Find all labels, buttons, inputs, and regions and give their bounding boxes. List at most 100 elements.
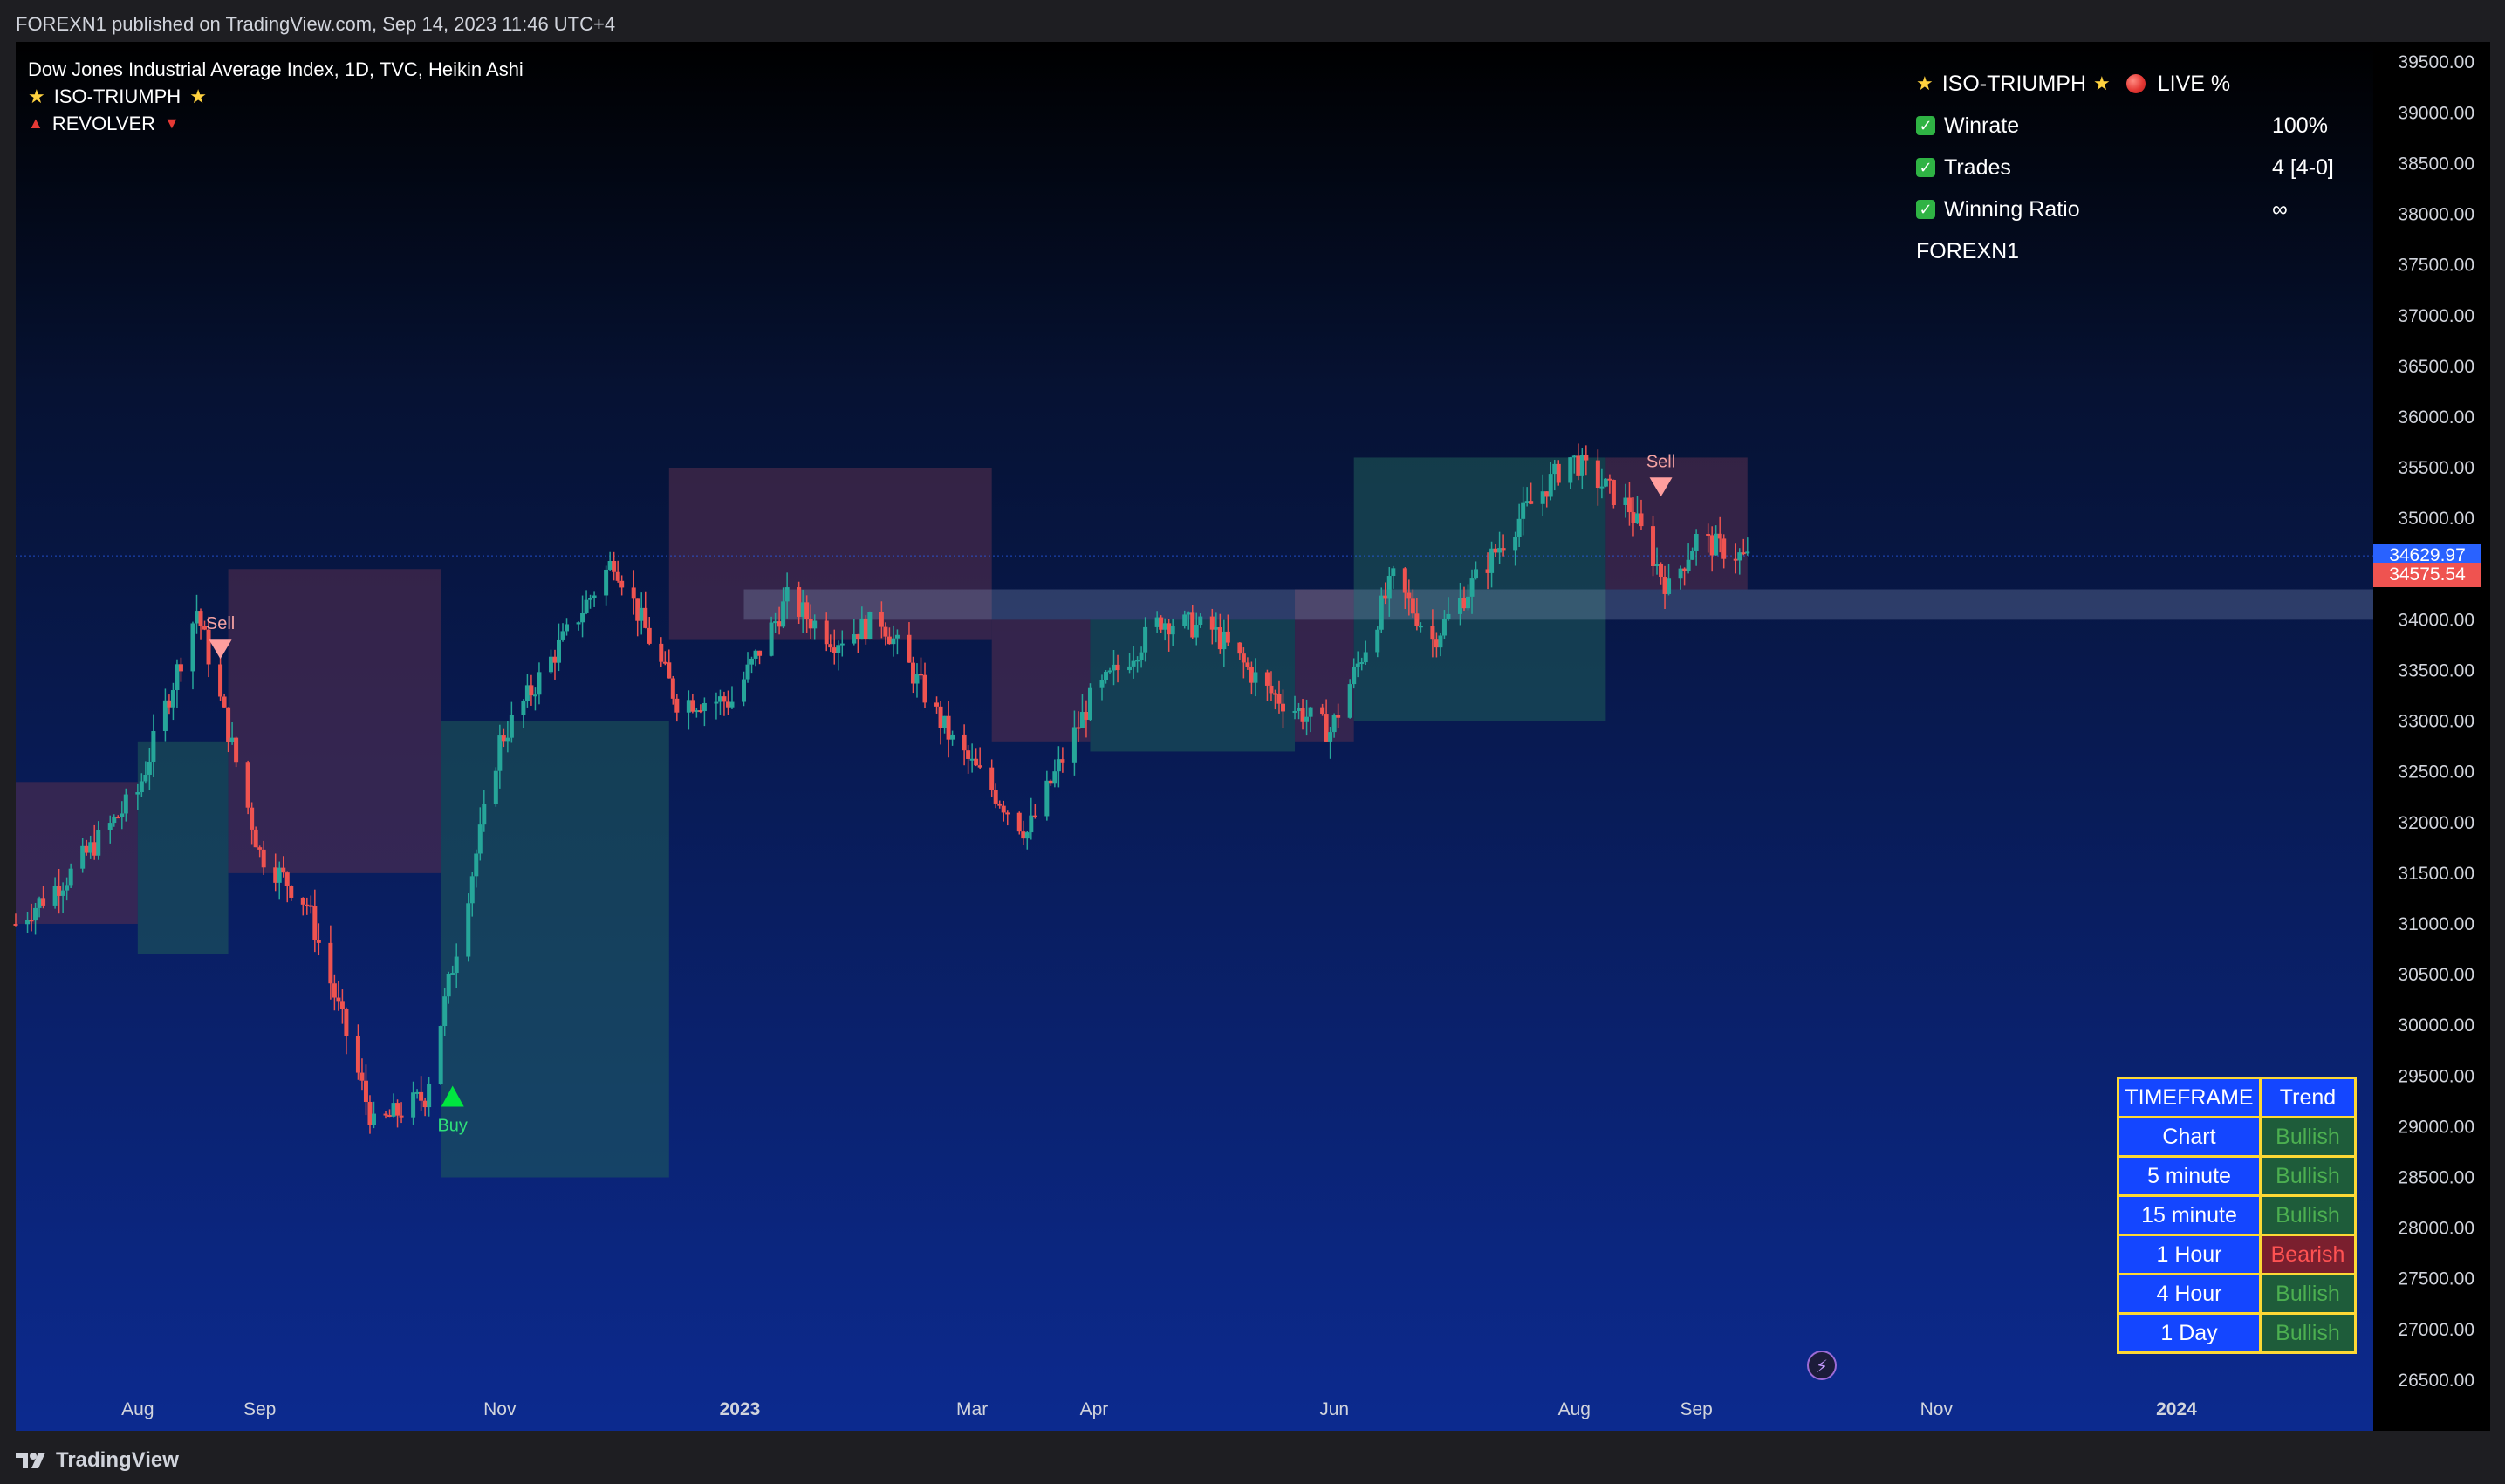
price-axis-background (2373, 42, 2490, 1431)
candle-body (1048, 780, 1053, 784)
sell-label: Sell (206, 614, 235, 633)
y-tick-label: 31500.00 (2398, 864, 2474, 884)
candle-body (1336, 715, 1341, 718)
candle-body (25, 920, 31, 925)
y-tick-label: 38500.00 (2398, 154, 2474, 174)
candle-body (339, 1001, 345, 1009)
candle-body (977, 765, 982, 768)
candle-body (612, 560, 617, 572)
candle-body (1461, 598, 1467, 609)
candle-body (1540, 491, 1545, 504)
candle-body (667, 662, 672, 679)
candle-body (643, 607, 648, 628)
candle-body (993, 790, 998, 804)
timeframe-cell: 15 minute (2117, 1194, 2262, 1236)
star-icon: ★ (1916, 72, 1934, 94)
candle-body (1466, 596, 1471, 609)
candle-body (1682, 568, 1687, 571)
indicator-label: ISO-TRIUMPH (53, 85, 181, 107)
candle-body (1391, 568, 1396, 577)
candle-body (355, 1036, 360, 1073)
candle-body (261, 849, 266, 868)
candle-body (1225, 631, 1230, 643)
candle-body (969, 758, 975, 761)
candle-body (1071, 727, 1077, 763)
candle-body (147, 762, 152, 775)
cloud-band (16, 782, 138, 924)
x-tick-label: Nov (483, 1399, 517, 1419)
cloud-layer (16, 457, 1748, 1178)
candle-layer (13, 443, 1750, 1134)
live-dot-icon (2125, 74, 2146, 93)
candle-body (804, 602, 810, 619)
candle-body (1438, 635, 1443, 648)
candle-body (1595, 460, 1600, 489)
y-tick-label: 35000.00 (2398, 509, 2474, 529)
indicator-revolver[interactable]: ▲ REVOLVER ▼ (28, 110, 524, 137)
candle-body (832, 647, 837, 653)
stats-row-trades: ✓ Trades 4 [4-0] (1916, 147, 2370, 188)
candle-body (222, 696, 227, 708)
candle-body (1214, 627, 1219, 630)
candle-body (257, 847, 263, 850)
stats-panel: ★ ISO-TRIUMPH ★ LIVE % ✓ Winrate 100% ✓ … (1916, 63, 2370, 272)
time-axis[interactable]: Aug Sep Nov 2023 Mar Apr Jun Aug Sep Nov 2024 (121, 1399, 2197, 1419)
y-tick-label: 27000.00 (2398, 1320, 2474, 1340)
price-axis[interactable]: 39500.00 39000.00 38500.00 38000.00 37500.00… (2398, 52, 2474, 1391)
candle-body (52, 886, 58, 906)
candle-body (1639, 513, 1644, 527)
candle-body (454, 956, 459, 974)
candle-body (1104, 672, 1109, 680)
candle-body (493, 770, 498, 804)
y-tick-label: 29000.00 (2398, 1117, 2474, 1137)
chart-legend: Dow Jones Industrial Average Index, 1D, … (28, 56, 524, 137)
stats-value: 100% (2272, 113, 2328, 138)
candle-body (745, 664, 750, 680)
candle-body (57, 886, 62, 896)
y-tick-label: 34000.00 (2398, 610, 2474, 630)
star-icon: ★ (189, 85, 207, 107)
candle-body (1021, 831, 1026, 839)
candle-body (450, 973, 455, 975)
y-tick-label: 26500.00 (2398, 1371, 2474, 1391)
lightning-icon[interactable]: ⚡ (1807, 1351, 1837, 1380)
candle-body (1355, 663, 1360, 667)
candle-body (1032, 815, 1037, 817)
candle-body (1194, 625, 1199, 638)
candle-body (284, 872, 290, 886)
candle-body (1379, 595, 1384, 630)
candle-body (33, 907, 38, 921)
tradingview-logo-icon (16, 1453, 45, 1468)
candle-body (1222, 631, 1227, 650)
candle-body (1112, 664, 1117, 671)
candle-body (604, 569, 609, 596)
cloud-band (1353, 457, 1606, 721)
candle-body (942, 715, 948, 728)
candle-body (371, 1113, 376, 1125)
candle-body (1383, 595, 1388, 599)
candle-body (690, 700, 695, 712)
indicator-iso-triumph[interactable]: ★ ISO-TRIUMPH ★ (28, 83, 524, 110)
candle-body (521, 701, 526, 715)
symbol-row[interactable]: Dow Jones Industrial Average Index, 1D, … (28, 56, 524, 83)
candle-body (1347, 684, 1352, 718)
tradingview-logo[interactable]: TradingView (16, 1448, 179, 1473)
candle-body (1304, 716, 1310, 722)
candle-body (867, 612, 873, 639)
candle-body (1280, 703, 1285, 712)
candle-body (115, 817, 120, 819)
y-tick-label: 30000.00 (2398, 1016, 2474, 1036)
candle-body (1474, 569, 1479, 579)
candle-body (1198, 616, 1203, 626)
candle-body (1386, 576, 1392, 599)
candle-body (1154, 617, 1160, 627)
candle-body (427, 1084, 432, 1108)
candle-body (1741, 552, 1746, 555)
symbol-title: Dow Jones Industrial Average Index, 1D, … (28, 58, 524, 80)
candle-body (359, 1072, 365, 1081)
candle-body (1516, 518, 1522, 537)
candle-body (662, 661, 667, 664)
candle-body (1571, 455, 1577, 458)
cloud-band (1090, 619, 1296, 752)
